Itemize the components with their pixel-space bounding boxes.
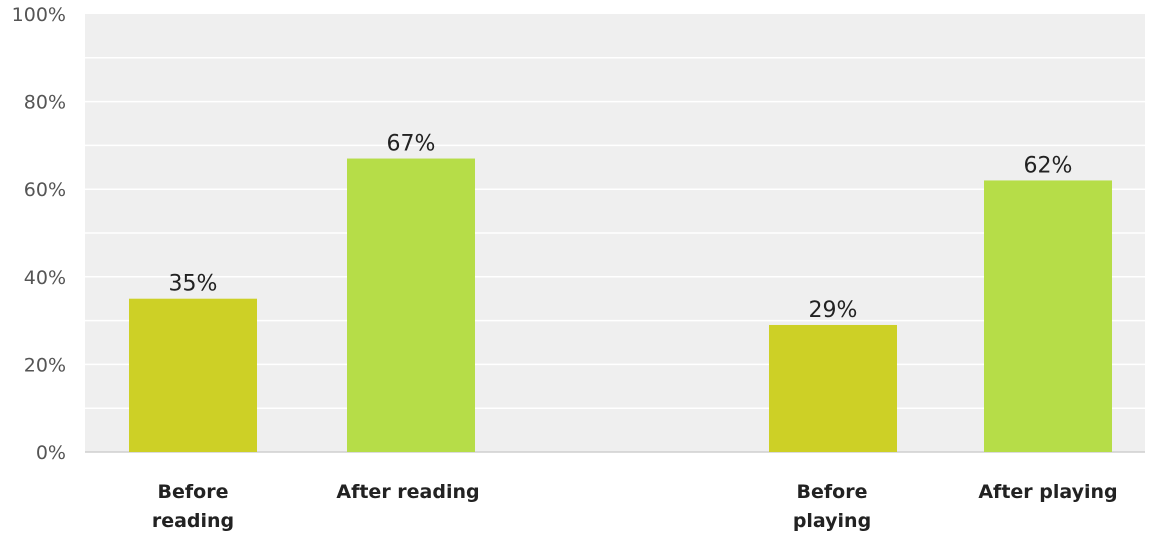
category-label: Before playing	[793, 481, 871, 532]
category-label-line: Before	[797, 481, 868, 503]
bar-value-label: 35%	[169, 272, 218, 297]
category-label: After playing	[978, 481, 1117, 503]
category-label-line: Before	[158, 481, 229, 503]
category-label: Before reading	[152, 481, 234, 532]
bar	[347, 158, 475, 453]
bar-value-label: 29%	[809, 298, 858, 323]
bars	[129, 158, 1112, 453]
bar	[129, 298, 257, 452]
category-label-line: playing	[793, 510, 871, 532]
grid-lines	[85, 57, 1145, 409]
y-tick-label: 20%	[24, 354, 66, 376]
y-tick-label: 0%	[36, 442, 66, 464]
y-tick-label: 80%	[24, 92, 66, 114]
y-axis-ticks: 0% 20% 40% 60% 80% 100%	[12, 4, 66, 464]
category-label-line: reading	[152, 510, 234, 532]
value-labels: 35% 67% 29% 62%	[169, 132, 1073, 323]
category-label-line: After playing	[978, 481, 1117, 503]
y-tick-label: 100%	[12, 4, 66, 26]
category-label: After reading	[336, 481, 479, 503]
bar-value-label: 62%	[1024, 153, 1073, 178]
category-label-line: After reading	[336, 481, 479, 503]
y-tick-label: 60%	[24, 179, 66, 201]
bar	[769, 324, 897, 452]
category-labels: Before reading After reading Before playing A…	[152, 481, 1118, 532]
y-tick-label: 40%	[24, 267, 66, 289]
bar	[984, 180, 1112, 452]
bar-value-label: 67%	[387, 132, 436, 157]
